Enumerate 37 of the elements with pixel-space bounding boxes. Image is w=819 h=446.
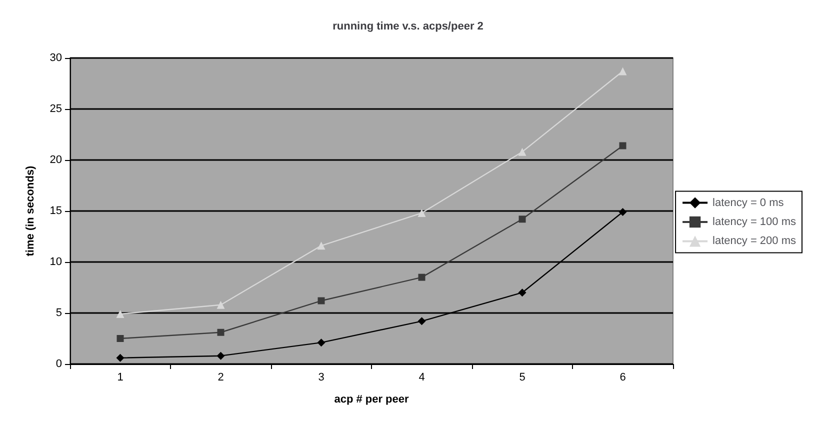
x-tick-label: 5: [519, 372, 526, 384]
point: [317, 242, 326, 250]
legend-label: latency = 0 ms: [712, 196, 784, 209]
x-tick-label: 4: [418, 372, 425, 384]
y-tick-label: 15: [50, 205, 62, 217]
point: [317, 338, 326, 347]
point: [518, 288, 526, 297]
point: [216, 300, 225, 309]
x-axis-title: acp # per peer: [334, 394, 410, 406]
y-tick-label: 5: [56, 307, 62, 319]
point: [418, 317, 426, 326]
legend-label: latency = 100 ms: [712, 216, 796, 228]
point: [116, 310, 124, 318]
point: [619, 142, 626, 150]
x-tick-label: 6: [620, 372, 626, 384]
y-tick-label: 20: [50, 154, 62, 166]
y-axis-title: time (in seconds): [24, 165, 36, 256]
y-tick-label: 25: [50, 103, 62, 115]
x-tick-label: 3: [318, 372, 324, 384]
point: [618, 208, 627, 216]
chart-title: running time v.s. acps/peer 2: [332, 20, 484, 32]
point: [217, 328, 224, 336]
point: [116, 335, 124, 342]
y-tick-label: 0: [56, 358, 62, 370]
point: [418, 209, 426, 218]
point: [618, 67, 627, 76]
x-tick-label: 1: [117, 372, 124, 384]
x-tick-label: 2: [218, 372, 224, 384]
legend-label: latency = 200 ms: [712, 235, 796, 248]
point: [318, 297, 325, 304]
point: [518, 148, 526, 156]
point: [418, 274, 426, 281]
y-tick-label: 10: [50, 256, 62, 268]
point: [116, 354, 124, 362]
point: [518, 216, 526, 223]
point: [216, 352, 225, 360]
y-tick-label: 30: [50, 52, 62, 64]
